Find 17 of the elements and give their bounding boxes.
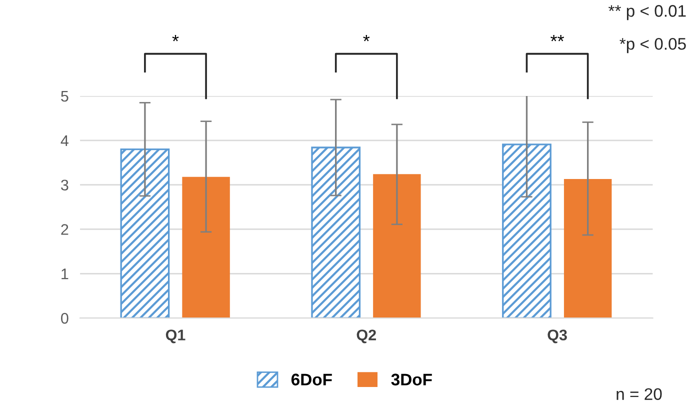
y-tick-label: 4 (60, 135, 68, 146)
y-tick-label: 2 (61, 224, 68, 235)
text: n = 20 (616, 388, 662, 400)
text: * (363, 34, 370, 42)
y-tick-label: 5 (61, 91, 68, 102)
x-tick-label: Q2 (356, 330, 376, 344)
x-tick-label: Q3 (548, 330, 567, 344)
legend-label: 3DoF (391, 374, 432, 386)
legend-label: 6DoF (291, 374, 332, 386)
text: *p < 0.05 (620, 38, 686, 54)
text: ** (550, 34, 564, 42)
x-tick-label: Q1 (166, 330, 186, 344)
y-tick-label: 0 (61, 312, 68, 324)
y-tick-label: 3 (61, 180, 68, 191)
y-tick-label: 1 (62, 268, 68, 280)
text: ** p < 0.01 (608, 5, 686, 20)
text: * (172, 34, 179, 42)
